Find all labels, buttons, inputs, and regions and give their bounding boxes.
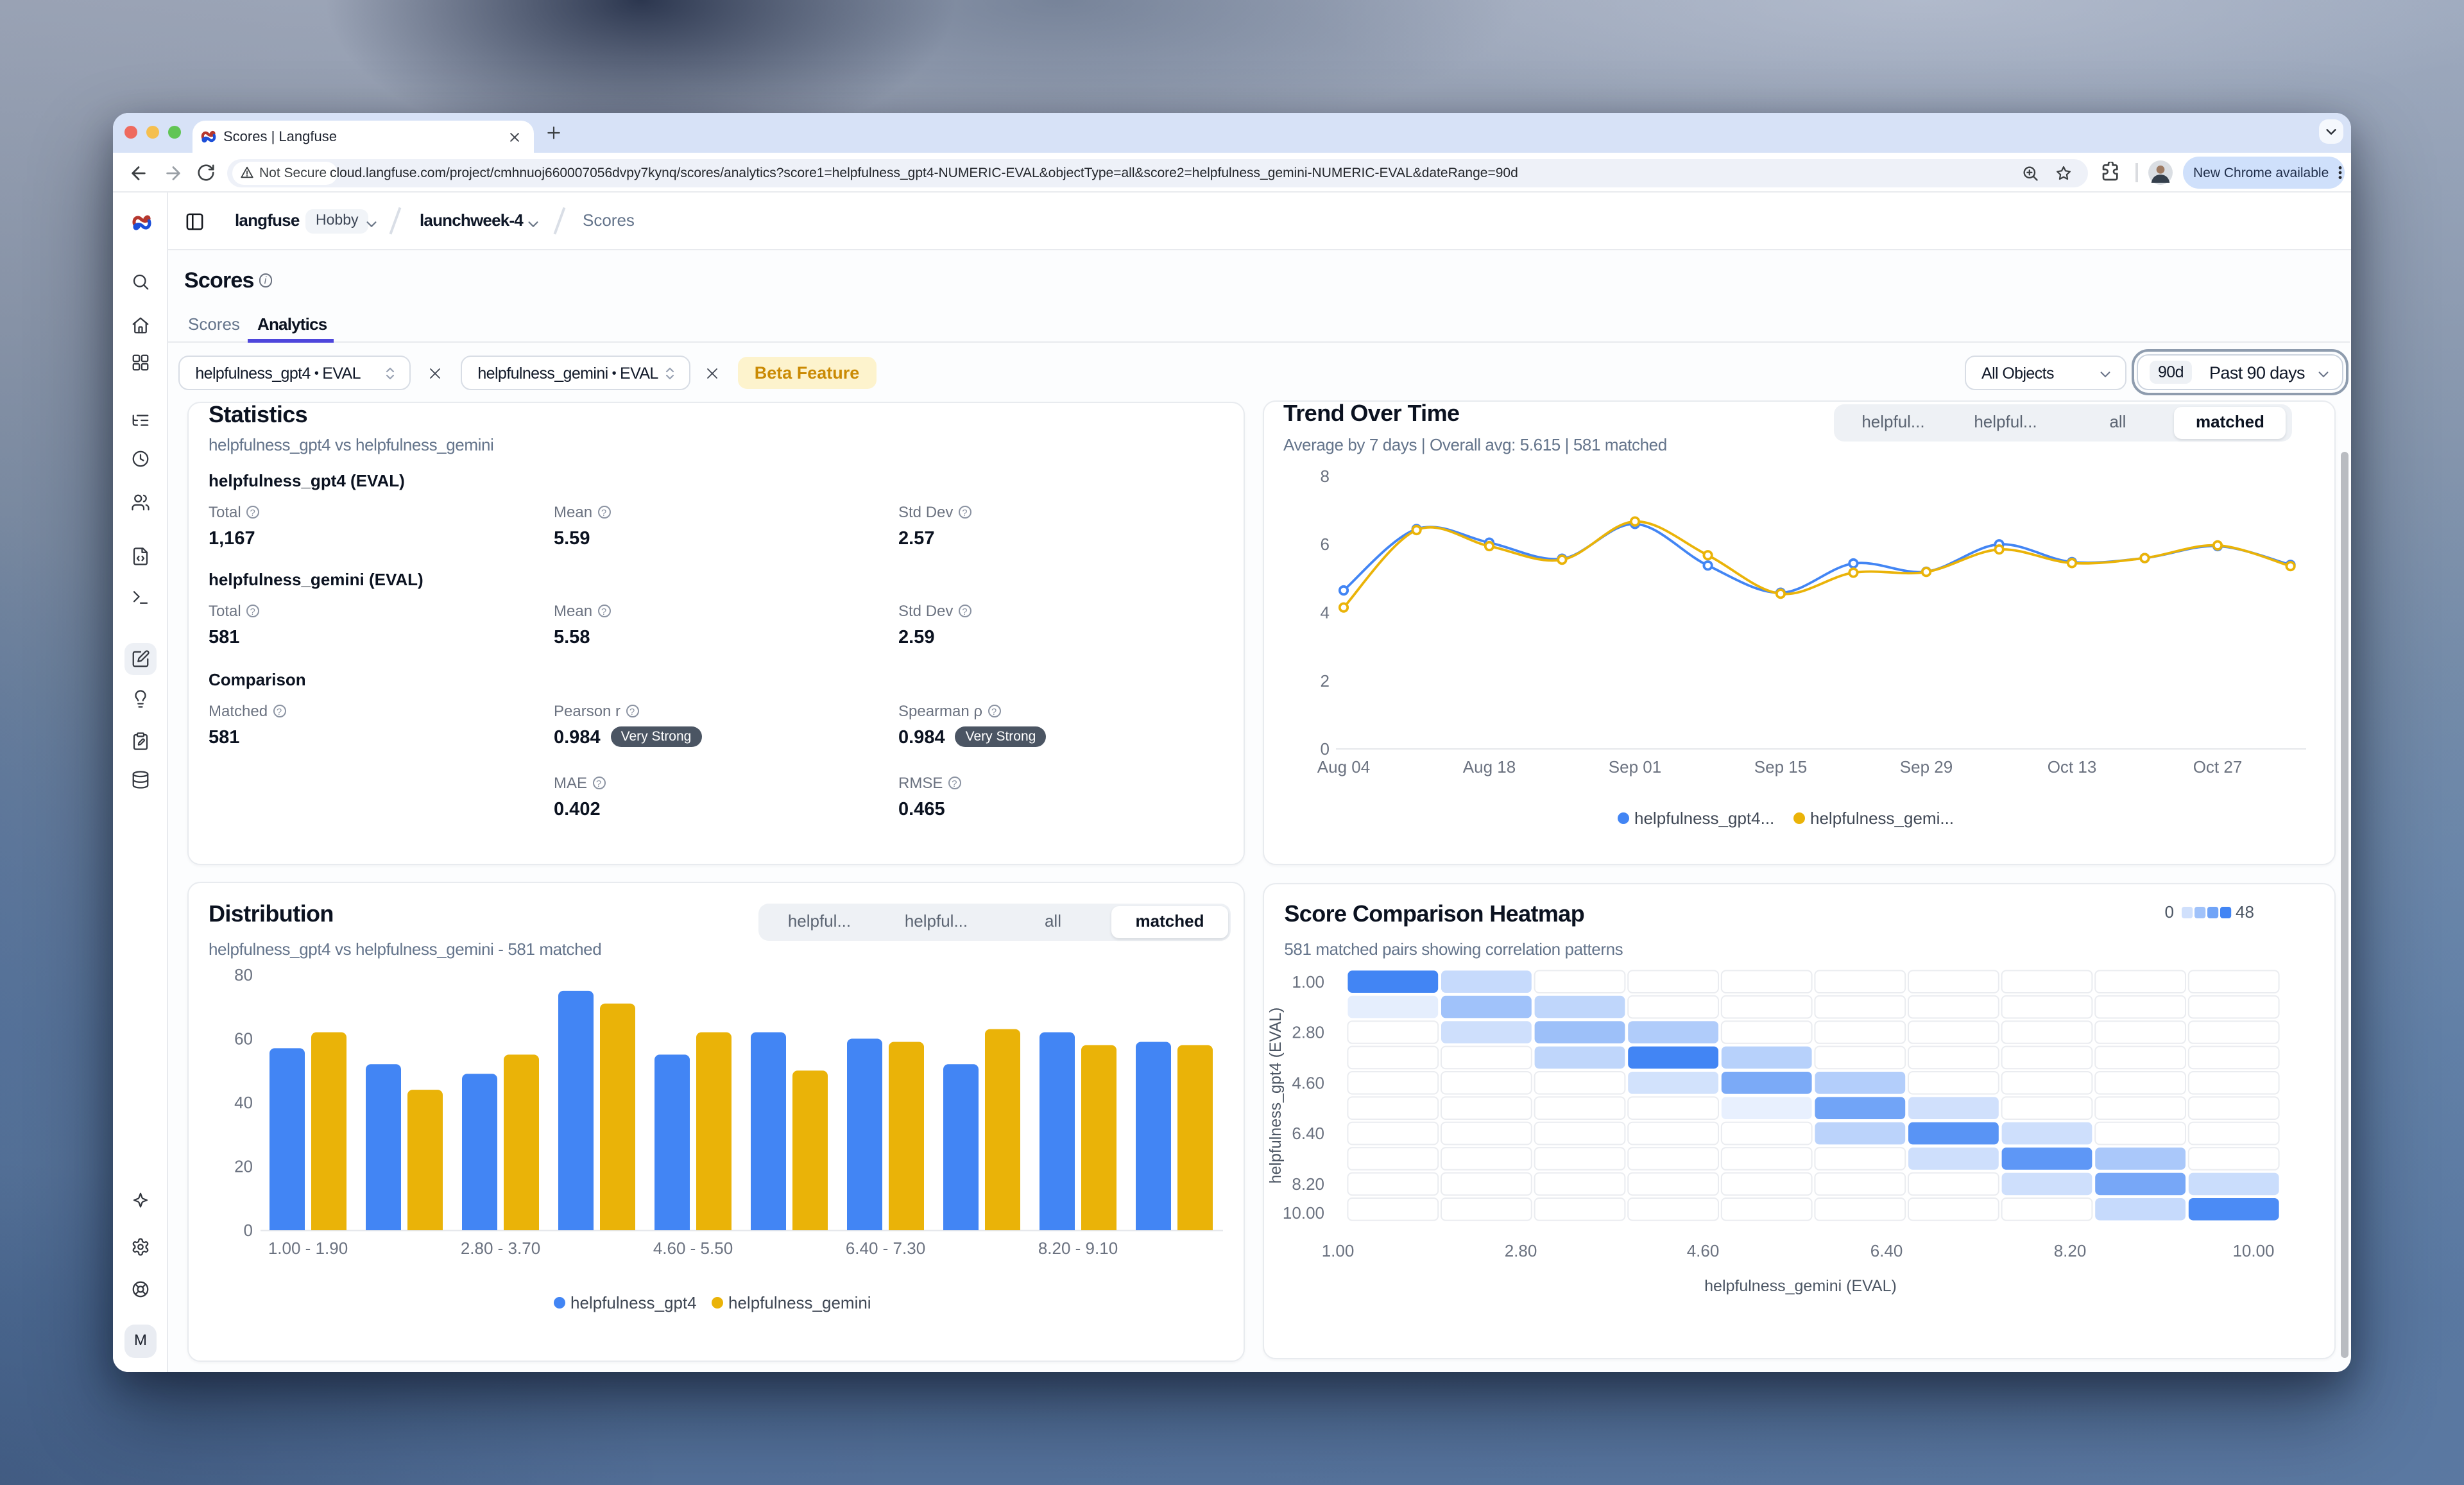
svg-text:8: 8 (1321, 467, 1330, 486)
svg-text:10.00: 10.00 (1283, 1203, 1324, 1223)
svg-text:2: 2 (1321, 671, 1330, 691)
svg-text:helpfulness_gpt4 (EVAL): helpfulness_gpt4 (EVAL) (1267, 1008, 1285, 1184)
svg-text:4: 4 (1321, 603, 1330, 622)
svg-text:0: 0 (1321, 739, 1330, 759)
svg-text:8.20 - 9.10: 8.20 - 9.10 (1038, 1239, 1118, 1258)
svg-text:helpfulness_gpt4...: helpfulness_gpt4... (1634, 809, 1774, 828)
svg-text:6: 6 (1321, 535, 1330, 554)
svg-text:6.40 - 7.30: 6.40 - 7.30 (846, 1239, 925, 1258)
svg-text:8.20: 8.20 (1292, 1174, 1325, 1194)
svg-text:6.40: 6.40 (1292, 1124, 1325, 1143)
svg-text:Sep 15: Sep 15 (1754, 757, 1807, 777)
svg-text:Sep 29: Sep 29 (1900, 757, 1953, 777)
svg-text:helpfulness_gemi...: helpfulness_gemi... (1810, 809, 1954, 828)
svg-text:helpfulness_gemini (EVAL): helpfulness_gemini (EVAL) (1705, 1277, 1897, 1295)
svg-text:10.00: 10.00 (2233, 1241, 2275, 1260)
svg-text:helpfulness_gpt4: helpfulness_gpt4 (570, 1293, 697, 1312)
svg-text:20: 20 (234, 1157, 253, 1176)
svg-text:4.60: 4.60 (1687, 1241, 1720, 1260)
svg-text:80: 80 (234, 965, 253, 984)
svg-text:2.80 - 3.70: 2.80 - 3.70 (461, 1239, 540, 1258)
svg-text:Oct 13: Oct 13 (2048, 757, 2097, 777)
svg-text:0: 0 (2165, 902, 2174, 922)
svg-text:8.20: 8.20 (2054, 1241, 2087, 1260)
svg-text:Aug 18: Aug 18 (1463, 757, 1516, 777)
svg-text:2.80: 2.80 (1292, 1023, 1325, 1042)
svg-text:2.80: 2.80 (1505, 1241, 1537, 1260)
svg-text:Aug 04: Aug 04 (1317, 757, 1370, 777)
svg-text:40: 40 (234, 1093, 253, 1112)
svg-text:4.60 - 5.50: 4.60 - 5.50 (653, 1239, 733, 1258)
svg-text:Sep 01: Sep 01 (1609, 757, 1661, 777)
svg-text:1.00: 1.00 (1322, 1241, 1355, 1260)
svg-text:6.40: 6.40 (1870, 1241, 1903, 1260)
svg-text:1.00: 1.00 (1292, 972, 1325, 991)
svg-text:60: 60 (234, 1029, 253, 1049)
svg-text:1.00 - 1.90: 1.00 - 1.90 (268, 1239, 348, 1258)
svg-text:helpfulness_gemini: helpfulness_gemini (728, 1293, 871, 1312)
svg-text:48: 48 (2236, 902, 2254, 922)
svg-text:4.60: 4.60 (1292, 1073, 1325, 1092)
svg-text:Oct 27: Oct 27 (2193, 757, 2243, 777)
svg-text:0: 0 (244, 1221, 253, 1240)
